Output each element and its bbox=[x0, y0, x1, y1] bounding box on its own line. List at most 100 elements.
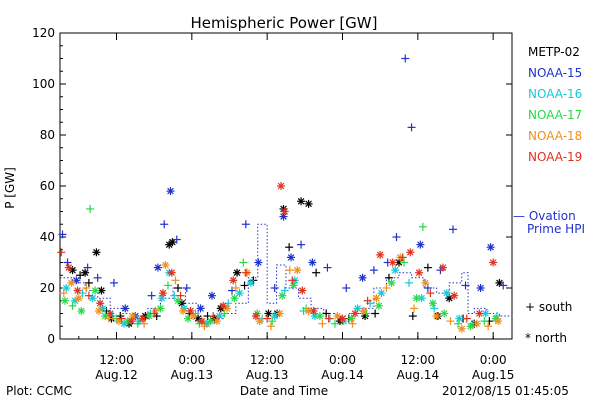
point-south bbox=[446, 317, 455, 326]
point-north bbox=[161, 261, 170, 270]
point-north bbox=[304, 199, 313, 208]
point-south bbox=[266, 322, 275, 331]
point-north bbox=[412, 294, 421, 303]
point-south bbox=[369, 266, 378, 275]
point-north bbox=[391, 266, 400, 275]
point-south bbox=[400, 258, 409, 267]
point-north bbox=[338, 314, 347, 323]
point-south bbox=[323, 263, 332, 272]
point-south bbox=[407, 123, 416, 132]
point-north bbox=[230, 294, 239, 303]
point-north bbox=[275, 309, 284, 318]
point-south bbox=[82, 284, 91, 292]
point-south bbox=[392, 233, 401, 241]
legend-entry: NOAA-17 bbox=[528, 108, 582, 122]
point-north bbox=[442, 289, 451, 298]
legend-entry: METP-02 bbox=[528, 45, 580, 59]
point-north bbox=[494, 317, 503, 326]
point-north bbox=[72, 276, 81, 285]
point-north bbox=[61, 296, 70, 305]
point-north bbox=[64, 263, 73, 272]
point-north bbox=[276, 182, 285, 190]
point-north bbox=[77, 306, 86, 315]
ovation-hpi-line bbox=[60, 223, 513, 320]
point-north bbox=[81, 268, 90, 277]
point-north bbox=[96, 299, 105, 308]
point-north bbox=[74, 294, 83, 303]
point-north bbox=[196, 304, 205, 313]
point-north bbox=[251, 312, 260, 321]
point-south bbox=[86, 204, 95, 213]
legend-entry: NOAA-18 bbox=[528, 129, 582, 143]
point-south bbox=[58, 230, 67, 239]
point-south bbox=[418, 222, 427, 231]
point-south bbox=[84, 291, 93, 300]
point-north bbox=[151, 306, 160, 315]
point-north bbox=[94, 306, 103, 315]
point-south bbox=[104, 314, 113, 323]
point-north bbox=[219, 301, 228, 310]
point-north bbox=[156, 304, 165, 313]
point-south bbox=[454, 319, 463, 328]
data-points bbox=[57, 54, 508, 333]
point-north bbox=[387, 278, 396, 287]
point-north bbox=[438, 263, 447, 272]
point-south bbox=[285, 266, 294, 275]
x-axis: 12:00Aug.120:00Aug.1312:00Aug.130:00Aug.… bbox=[78, 33, 515, 382]
point-north bbox=[358, 273, 367, 282]
point-north bbox=[138, 314, 147, 323]
point-north bbox=[310, 312, 319, 321]
point-north bbox=[308, 258, 317, 267]
ovation-hpi-path bbox=[60, 223, 513, 320]
point-south bbox=[330, 319, 339, 328]
point-south bbox=[63, 258, 72, 267]
point-north bbox=[450, 291, 459, 300]
point-north bbox=[145, 312, 154, 321]
legend-entry: NOAA-19 bbox=[528, 150, 582, 164]
point-south bbox=[240, 281, 249, 290]
point-south bbox=[239, 258, 248, 267]
point-north bbox=[359, 306, 368, 315]
x-tick-label-date: Aug.15 bbox=[472, 368, 515, 382]
point-south bbox=[93, 273, 102, 282]
x-tick-label-time: 12:00 bbox=[401, 353, 436, 367]
x-tick-label-date: Aug.14 bbox=[397, 368, 440, 382]
point-south bbox=[288, 276, 297, 285]
point-south bbox=[363, 296, 372, 305]
y-axis: 0 20 40 60 80 100 120 bbox=[32, 26, 512, 346]
point-north bbox=[466, 322, 475, 331]
point-south bbox=[405, 278, 414, 287]
ovation-legend-line1: — Ovation bbox=[513, 209, 576, 223]
point-north bbox=[297, 197, 306, 206]
legend-south-symbol: + south bbox=[525, 300, 572, 314]
point-north bbox=[293, 266, 302, 275]
point-north bbox=[351, 309, 360, 318]
point-south bbox=[140, 319, 149, 328]
point-north bbox=[186, 306, 195, 315]
point-south bbox=[462, 314, 471, 323]
point-north bbox=[255, 317, 264, 326]
series-noaa-15 bbox=[58, 54, 508, 321]
point-south bbox=[270, 284, 279, 292]
point-north bbox=[91, 286, 100, 295]
point-north bbox=[347, 314, 356, 323]
point-south bbox=[426, 289, 435, 298]
x-tick-label-date: Aug.13 bbox=[246, 368, 289, 382]
point-south bbox=[241, 220, 250, 229]
point-north bbox=[457, 324, 466, 333]
point-south bbox=[371, 309, 380, 318]
point-south bbox=[117, 314, 126, 323]
point-south bbox=[160, 220, 169, 229]
point-south bbox=[241, 268, 250, 277]
y-tick-label: 20 bbox=[40, 281, 55, 295]
point-north bbox=[207, 291, 216, 300]
point-north bbox=[153, 263, 162, 272]
legend: METP-02 NOAA-15 NOAA-16 NOAA-17 NOAA-18 NOAA-… bbox=[528, 45, 582, 164]
point-north bbox=[440, 309, 449, 318]
ovation-legend-line2: Prime HPI bbox=[527, 222, 585, 236]
point-north bbox=[455, 314, 464, 323]
point-south bbox=[430, 304, 439, 313]
point-south bbox=[68, 301, 77, 310]
point-north bbox=[376, 250, 385, 259]
